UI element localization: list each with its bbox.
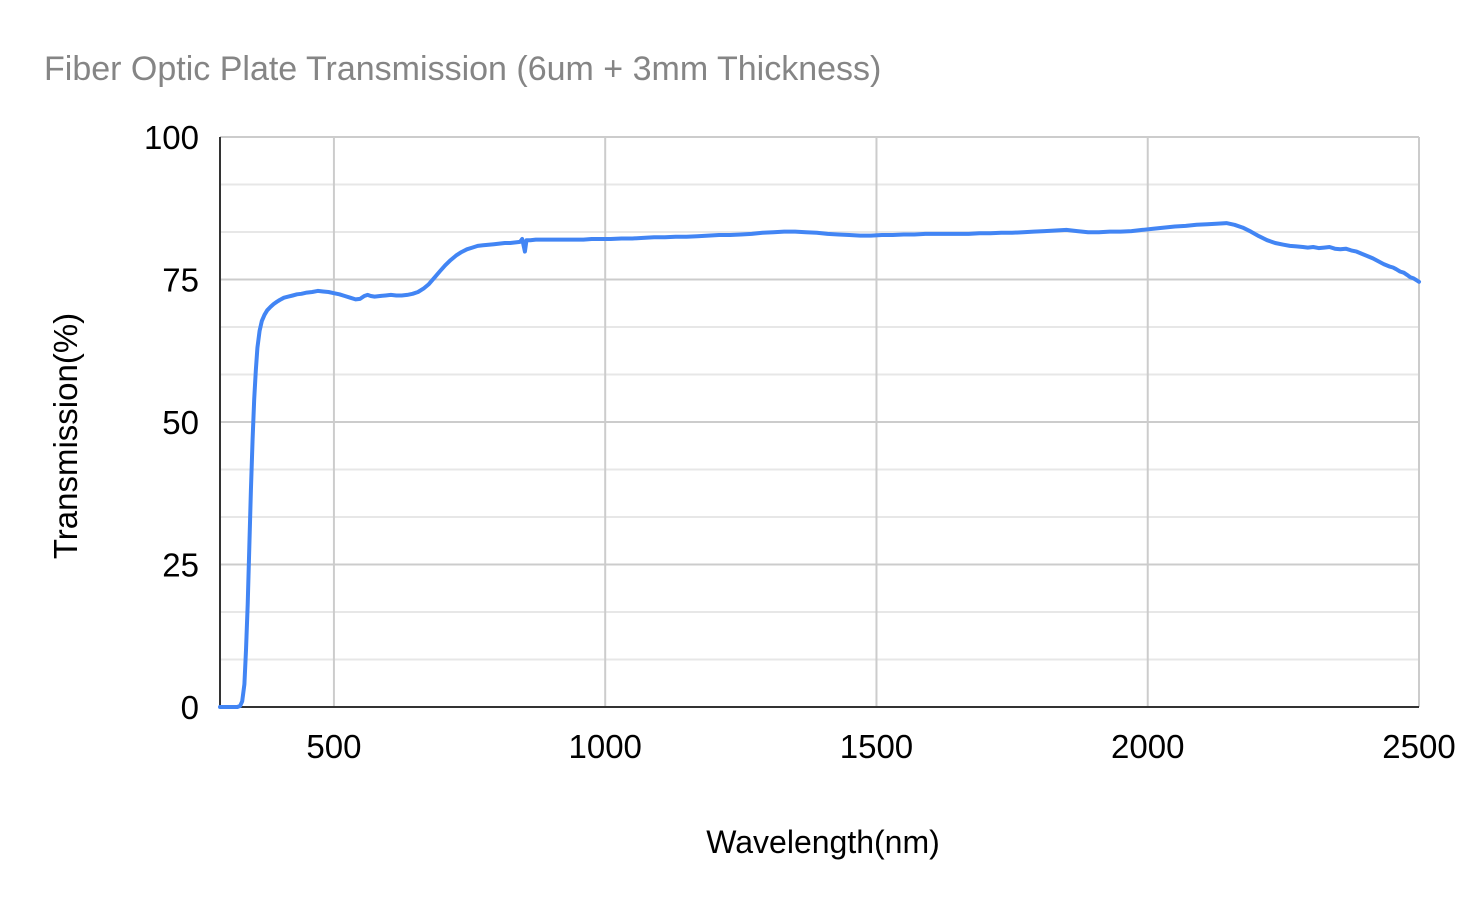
y-tick-label: 50 [162,404,199,441]
x-tick-label: 500 [306,728,361,765]
y-tick-label: 25 [162,547,199,584]
y-axis-title: Transmission(%) [47,312,84,560]
y-tick-label: 100 [144,119,199,156]
x-tick-label: 1000 [568,728,641,765]
x-tick-label: 2000 [1111,728,1184,765]
y-tick-label: 75 [162,262,199,299]
transmission-line [218,221,1421,709]
x-axis-title: Wavelength(nm) [706,824,940,860]
y-tick-label: 0 [181,689,199,726]
chart-title: Fiber Optic Plate Transmission (6um + 3m… [44,50,882,88]
x-tick-label: 1500 [840,728,913,765]
x-tick-label: 2500 [1382,728,1455,765]
